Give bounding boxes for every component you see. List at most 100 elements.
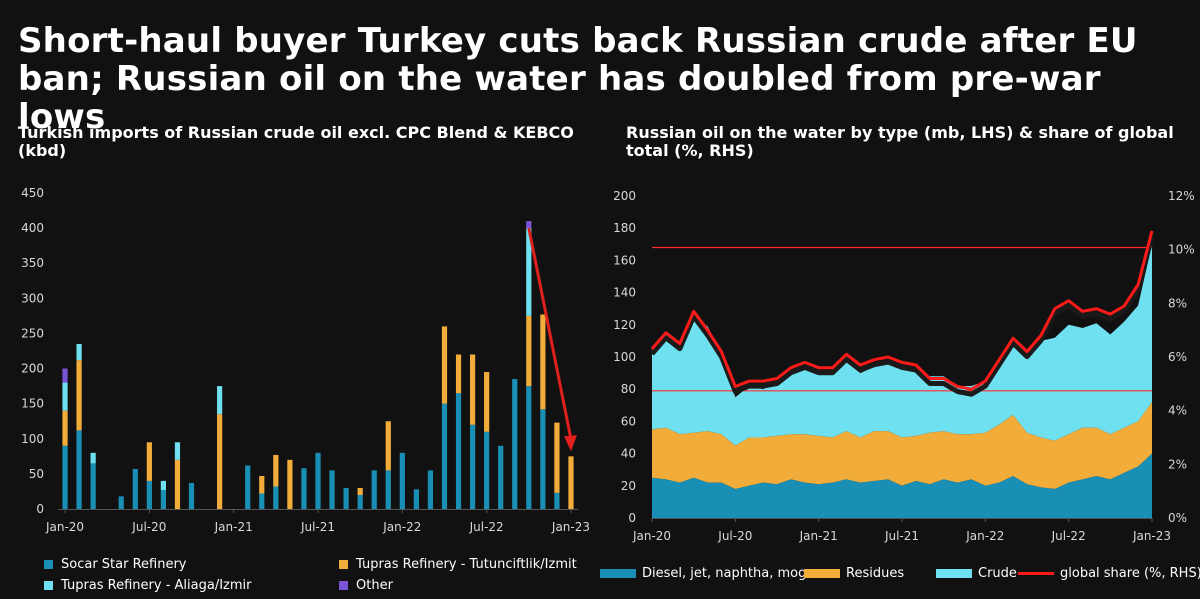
bar-tupras-tutunciftlik	[174, 459, 181, 509]
y-tick-label: 20	[621, 479, 636, 493]
legend-item-other: Other	[339, 578, 393, 593]
bar-socar	[455, 393, 462, 509]
area-diesel	[652, 453, 1152, 518]
bar-tupras-tutunciftlik	[76, 360, 82, 431]
bar-tupras-tutunciftlik	[484, 372, 490, 432]
y2-tick-label: 2%	[1168, 457, 1187, 471]
bar-socar	[273, 486, 279, 509]
legend-swatch-socar	[44, 560, 53, 569]
y-tick-label: 450	[21, 186, 44, 200]
y-tick-label: 250	[21, 326, 44, 340]
bar-tupras-tutunciftlik	[526, 315, 532, 387]
bar-socar	[160, 490, 167, 509]
y-tick-label: 80	[621, 382, 636, 396]
bar-tupras-tutunciftlik	[259, 475, 265, 494]
bar-socar	[118, 496, 124, 509]
bar-tupras-aliaga	[526, 228, 532, 316]
y2-tick-label: 10%	[1168, 243, 1195, 257]
legend-swatch-other	[339, 581, 348, 590]
bar-tupras-tutunciftlik	[455, 354, 462, 394]
y2-tick-label: 8%	[1168, 296, 1187, 310]
bar-tupras-tutunciftlik	[273, 454, 279, 487]
bar-tupras-tutunciftlik	[217, 414, 223, 509]
y-tick-label: 160	[613, 253, 636, 267]
bar-tupras-tutunciftlik	[62, 410, 68, 446]
legend-item-tupras-aliaga: Tupras Refinery - Aliaga/Izmir	[44, 578, 252, 593]
bar-tupras-tutunciftlik	[469, 354, 476, 425]
x-tick-label: Jan-21	[214, 520, 253, 534]
legend-label-tupras-aliaga: Tupras Refinery - Aliaga/Izmir	[61, 578, 252, 593]
bar-other	[62, 368, 68, 383]
legend-swatch-residues	[804, 569, 840, 578]
y-tick-label: 200	[21, 362, 44, 376]
bar-socar	[484, 431, 490, 509]
y-tick-label: 300	[21, 291, 44, 305]
decline-arrow-head	[563, 435, 577, 452]
y-tick-label: 200	[613, 189, 636, 203]
bar-socar	[526, 386, 532, 509]
y-tick-label: 60	[621, 414, 636, 428]
legend-item-diesel: Diesel, jet, naphtha, mogas	[600, 566, 821, 581]
bar-socar	[62, 445, 68, 509]
x-tick-label: Jul-21	[884, 529, 919, 543]
bar-tupras-aliaga	[217, 386, 223, 415]
bar-socar	[512, 379, 518, 509]
bar-socar	[371, 470, 377, 509]
x-tick-label: Jan-22	[382, 520, 421, 534]
y-tick-label: 150	[21, 397, 44, 411]
bar-tupras-tutunciftlik	[540, 314, 546, 410]
legend-label-residues: Residues	[846, 566, 905, 581]
y-tick-label: 100	[613, 350, 636, 364]
bar-other	[526, 221, 532, 229]
bar-socar	[76, 430, 82, 509]
y-tick-label: 50	[29, 467, 44, 481]
x-tick-label: Jul-22	[469, 520, 504, 534]
y2-tick-label: 12%	[1168, 189, 1195, 203]
legend-item-residues: Residues	[804, 566, 904, 581]
x-tick-label: Jul-20	[131, 520, 166, 534]
page-title: Short-haul buyer Turkey cuts back Russia…	[18, 21, 1138, 137]
legend-item-global-share: global share (%, RHS)	[1018, 566, 1200, 581]
bar-socar	[441, 403, 448, 509]
y2-tick-label: 6%	[1168, 350, 1187, 364]
x-tick-label: Jan-22	[965, 529, 1004, 543]
bar-tupras-tutunciftlik	[441, 326, 448, 404]
legend-swatch-diesel	[600, 569, 636, 578]
legend-item-tupras-tutunciftlik: Tupras Refinery - Tutunciftlik/Izmit	[339, 557, 577, 572]
y-tick-label: 40	[621, 447, 636, 461]
y-tick-label: 400	[21, 221, 44, 235]
legend-swatch-global-share	[1018, 572, 1054, 575]
y-tick-label: 180	[613, 221, 636, 235]
legend-label-socar: Socar Star Refinery	[61, 557, 187, 572]
bar-socar	[357, 494, 363, 509]
bar-tupras-aliaga	[90, 452, 96, 464]
legend-label-crude: Crude	[978, 566, 1017, 581]
left-bar-chart: 0 50 100 150 200 250 300 350 400 450 Jan-20 Jul-20 J…	[21, 186, 590, 534]
bar-tupras-tutunciftlik	[554, 422, 560, 493]
legend-label-other: Other	[356, 578, 393, 593]
legend-swatch-crude	[936, 569, 972, 578]
bar-socar	[259, 493, 265, 509]
x-tick-label: Jan-20	[632, 529, 671, 543]
bar-socar	[498, 445, 504, 509]
left-chart-title: Turkish imports of Russian crude oil exc…	[18, 123, 574, 160]
bar-socar	[245, 465, 251, 509]
bar-tupras-tutunciftlik	[568, 456, 574, 509]
bar-socar	[554, 492, 560, 509]
bar-socar	[385, 470, 391, 509]
bar-tupras-tutunciftlik	[357, 487, 363, 495]
legend-item-crude: Crude	[936, 566, 1017, 581]
y2-tick-label: 4%	[1168, 404, 1187, 418]
legend-item-socar: Socar Star Refinery	[44, 557, 187, 572]
bar-socar	[146, 480, 152, 509]
x-tick-label: Jan-21	[799, 529, 838, 543]
x-tick-label: Jan-23	[551, 520, 590, 534]
bar-socar	[132, 468, 138, 509]
bar-socar	[413, 489, 419, 509]
y2-tick-label: 0%	[1168, 511, 1187, 525]
y-tick-label: 350	[21, 256, 44, 270]
bar-socar	[188, 483, 195, 509]
x-tick-label: Jul-21	[300, 520, 335, 534]
bar-socar	[301, 468, 307, 509]
global-share-line	[650, 230, 1154, 391]
